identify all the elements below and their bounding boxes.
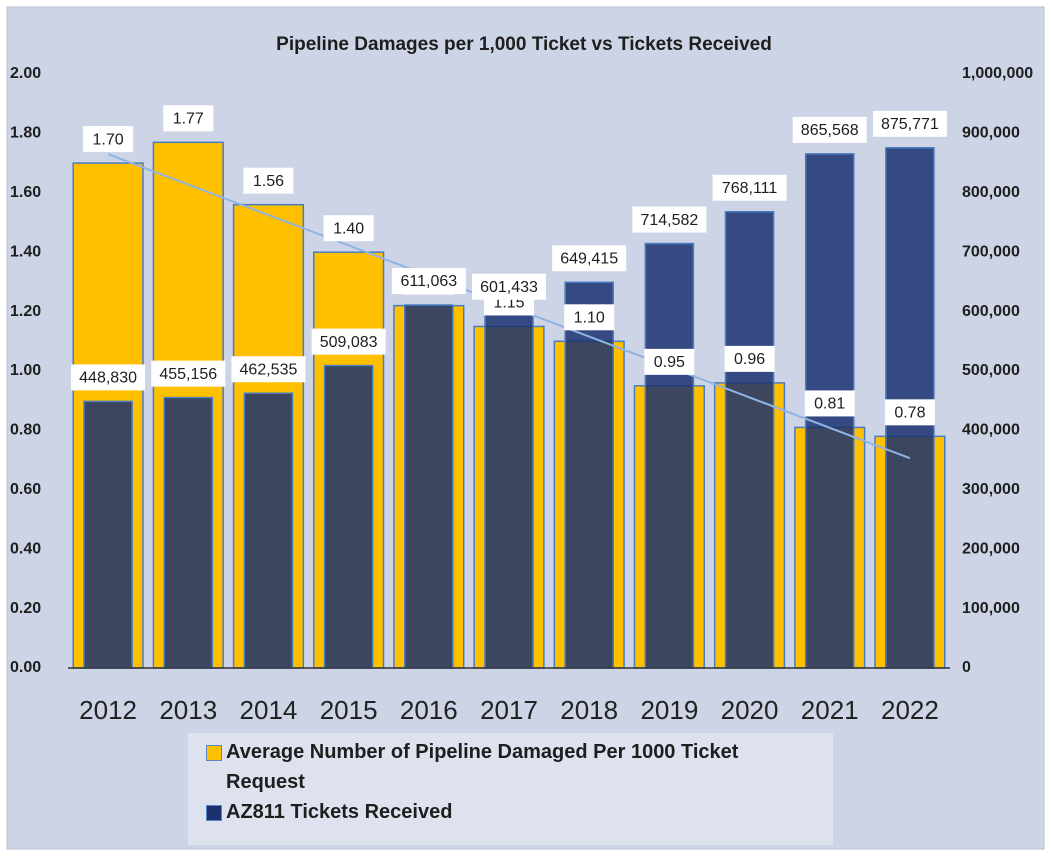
x-tick-label: 2016 (400, 695, 458, 725)
y-tick-label: 0.00 (10, 659, 41, 676)
x-tick-label: 2022 (881, 695, 939, 725)
y-tick-label: 2.00 (10, 65, 41, 82)
data-label: 768,111 (722, 180, 778, 197)
y-tick-label: 1.20 (10, 303, 41, 320)
y-tick-label: 1.80 (10, 125, 41, 142)
data-label-box (311, 328, 386, 355)
x-tick-label: 2013 (159, 695, 217, 725)
bar (404, 304, 454, 669)
data-label-box (792, 116, 867, 143)
data-label-box (552, 245, 627, 272)
legend: Average Number of Pipeline Damaged Per 1… (188, 733, 833, 845)
y2-tick-label: 300,000 (962, 481, 1020, 498)
chart-title: Pipeline Damages per 1,000 Ticket vs Tic… (276, 34, 772, 55)
data-label-box (323, 215, 374, 242)
data-label-box (804, 390, 855, 417)
y2-tick-label: 900,000 (962, 125, 1020, 142)
x-tick-label: 2020 (721, 695, 779, 725)
data-label-box (884, 399, 935, 426)
bar (484, 309, 534, 669)
y2-tick-label: 0 (962, 659, 971, 676)
data-label: 0.96 (734, 351, 765, 368)
y-tick-label: 1.60 (10, 184, 41, 201)
y2-tick-label: 500,000 (962, 362, 1020, 379)
y2-tick-label: 1,000,000 (962, 65, 1033, 82)
data-label-box (872, 110, 947, 137)
y-tick-label: 0.80 (10, 422, 41, 439)
data-label-box (243, 167, 294, 194)
data-label: 0.95 (654, 354, 685, 371)
legend-label: AZ811 Tickets Received (226, 801, 453, 823)
bar (323, 364, 374, 669)
data-label: 1.40 (333, 220, 364, 237)
x-tick-label: 2019 (640, 695, 698, 725)
data-label: 714,582 (640, 212, 698, 229)
data-label: 1.77 (173, 111, 204, 128)
x-tick-label: 2014 (240, 695, 298, 725)
data-label-box (83, 126, 134, 153)
y2-tick-label: 100,000 (962, 600, 1020, 617)
bar (644, 242, 695, 669)
data-label: 448,830 (79, 370, 137, 387)
bar (163, 396, 214, 669)
x-tick-label: 2018 (560, 695, 618, 725)
x-tick-label: 2015 (320, 695, 378, 725)
data-label-box (151, 360, 226, 387)
data-label-box (391, 268, 466, 295)
data-label: 865,568 (801, 122, 859, 139)
data-label-box (71, 364, 146, 391)
data-label-box (712, 174, 787, 201)
y2-tick-label: 600,000 (962, 303, 1020, 320)
bar (243, 392, 294, 669)
legend-label: Average Number of Pipeline Damaged Per 1… (226, 741, 739, 793)
data-label-box (724, 345, 775, 372)
data-label-box (163, 105, 214, 132)
data-label: 455,156 (159, 366, 217, 383)
data-label-box (472, 273, 546, 300)
bar (564, 281, 614, 669)
y-tick-label: 0.40 (10, 540, 41, 557)
data-label: 0.78 (894, 405, 925, 422)
data-label-box (632, 206, 707, 233)
data-label: 649,415 (560, 250, 618, 267)
y2-tick-label: 800,000 (962, 184, 1020, 201)
x-tick-label: 2017 (480, 695, 538, 725)
data-label-box (564, 304, 615, 331)
data-label: 509,083 (320, 334, 378, 351)
y-tick-label: 0.20 (10, 600, 41, 617)
x-tick-label: 2012 (79, 695, 137, 725)
data-label: 0.81 (814, 396, 845, 413)
x-tick-label: 2021 (801, 695, 859, 725)
data-label: 875,771 (881, 116, 939, 133)
y-tick-label: 0.60 (10, 481, 41, 498)
legend-item: Average Number of Pipeline Damaged Per 1… (206, 737, 815, 797)
data-label: 611,063 (400, 273, 457, 290)
legend-item: AZ811 Tickets Received (206, 797, 815, 827)
y2-tick-label: 400,000 (962, 422, 1020, 439)
legend-swatch (206, 745, 222, 761)
y2-tick-label: 700,000 (962, 243, 1020, 260)
bar (724, 210, 775, 669)
data-label: 601,433 (480, 279, 538, 296)
data-label-box (644, 348, 695, 375)
y2-tick-label: 200,000 (962, 540, 1020, 557)
data-label: 1.56 (253, 173, 284, 190)
data-label: 1.10 (574, 310, 605, 327)
y-tick-label: 1.40 (10, 243, 41, 260)
y-tick-label: 1.00 (10, 362, 41, 379)
data-label: 462,535 (240, 361, 298, 378)
bar (83, 400, 133, 669)
legend-swatch (206, 805, 222, 821)
data-label: 1.70 (93, 131, 124, 148)
data-label-box (231, 356, 306, 383)
